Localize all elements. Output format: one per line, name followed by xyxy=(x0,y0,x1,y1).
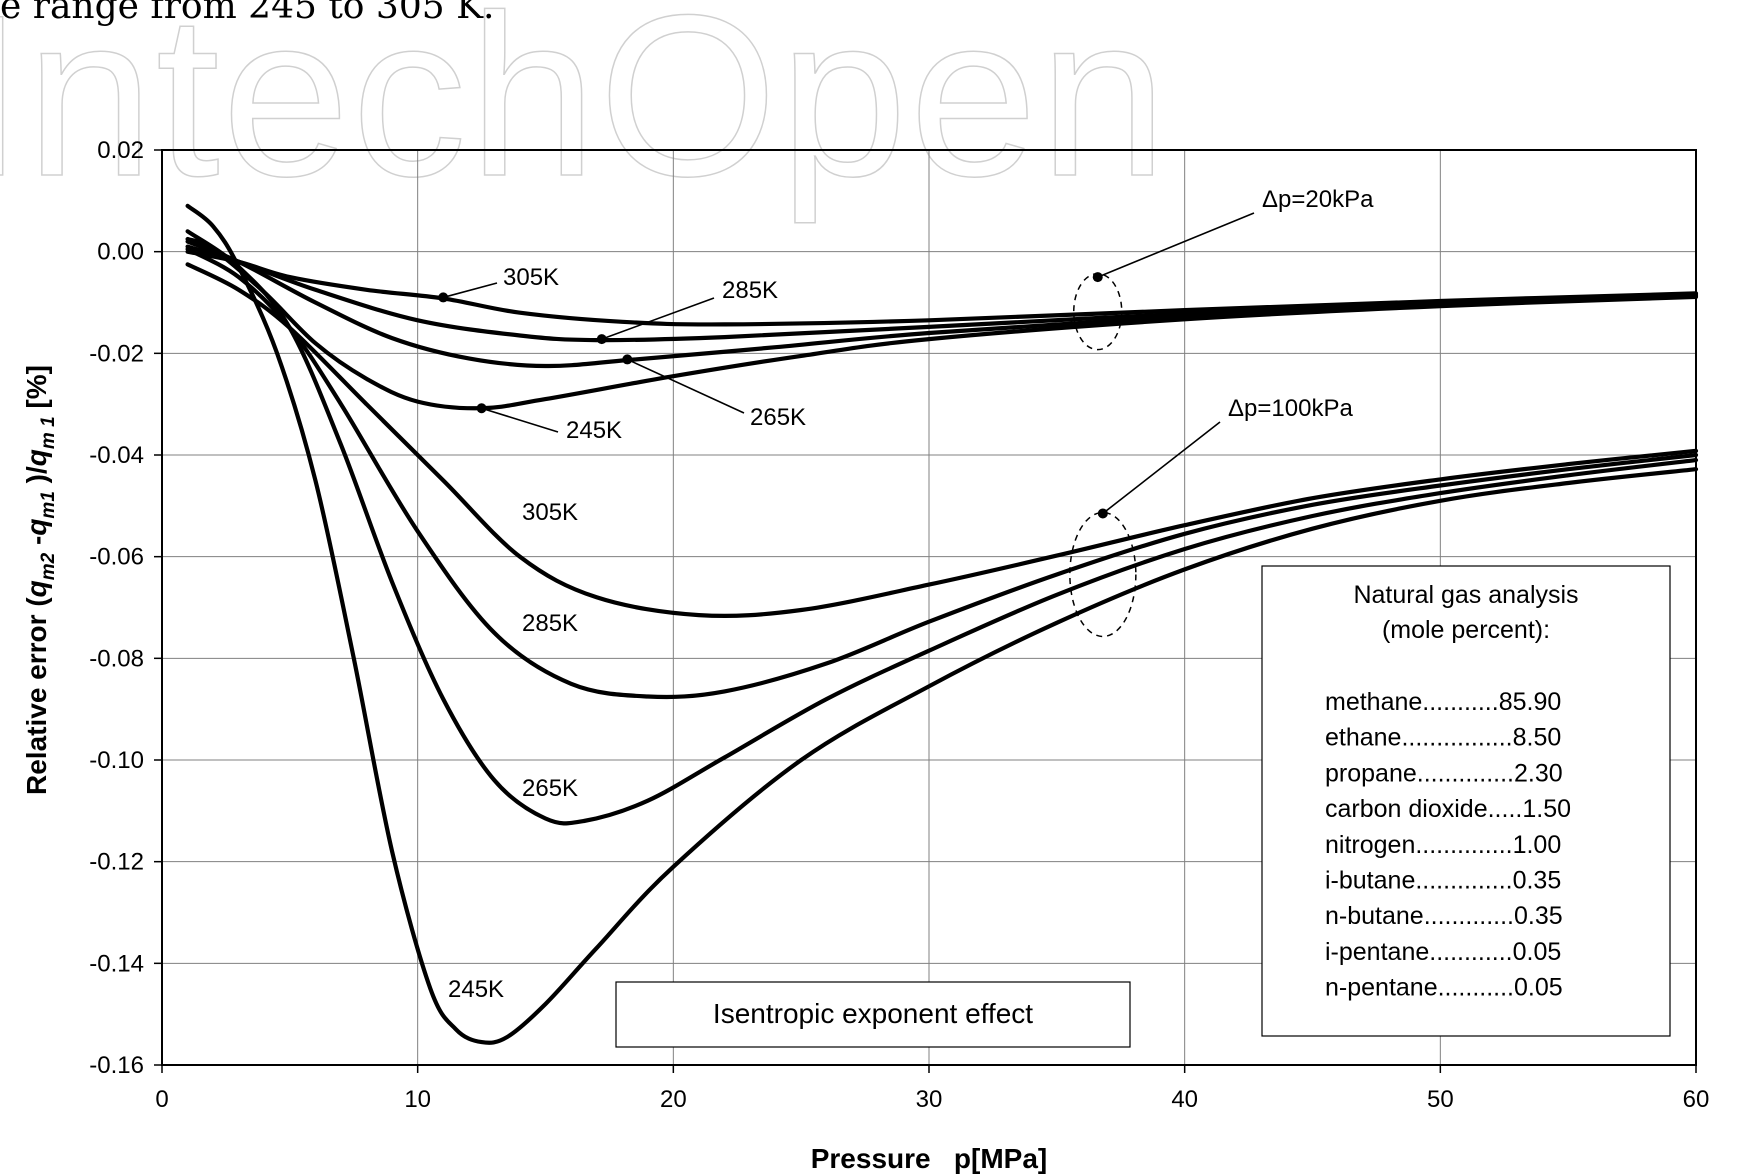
label-265K-100: 265K xyxy=(522,775,578,802)
curve-p20kPa-305K xyxy=(185,249,1699,327)
analysis-row: ethane................8.50 xyxy=(1325,724,1561,752)
analysis-row: propane..............2.30 xyxy=(1325,759,1563,787)
analysis-box xyxy=(1261,565,1671,1037)
analysis-row: i-pentane............0.05 xyxy=(1325,938,1561,966)
y-tick-label: 0.00 xyxy=(97,239,144,266)
x-tick-label: 20 xyxy=(660,1086,687,1113)
label-285K-100: 285K xyxy=(522,610,578,637)
label-245K-20: 245K xyxy=(566,417,622,444)
y-tick-label: 0.02 xyxy=(97,137,144,164)
curve-p100kPa-245K xyxy=(185,203,1699,1045)
leader-group-100 xyxy=(1102,421,1221,515)
label-group-20: Δp=20kPa xyxy=(1262,186,1374,213)
x-tick-label: 50 xyxy=(1427,1086,1454,1113)
watermark: IntechOpen xyxy=(0,0,1169,224)
leader-285K-20 xyxy=(601,297,715,340)
ylabel-s3: m 1 xyxy=(38,416,59,449)
analysis-title-1: Natural gas analysis xyxy=(1353,581,1578,609)
x-tick-label: 30 xyxy=(916,1086,943,1113)
analysis-row: i-butane..............0.35 xyxy=(1325,867,1561,895)
label-285K-20: 285K xyxy=(722,277,778,304)
y-axis-title: Relative error (qm2 -qm1 )/qm 1 [%] xyxy=(21,365,59,795)
curve-p20kPa-285K xyxy=(185,244,1699,343)
curve-p100kPa-305K xyxy=(185,262,1699,619)
leader-305K-20 xyxy=(443,282,498,299)
y-tick-label: -0.10 xyxy=(89,747,144,774)
analysis-rows: methane...........85.90 ethane...........… xyxy=(1325,688,1571,1002)
x-tick-label: 40 xyxy=(1171,1086,1198,1113)
analysis-title-2: (mole percent): xyxy=(1382,616,1550,644)
curve-p100kPa-285K xyxy=(185,247,1699,700)
y-tick-label: -0.12 xyxy=(89,849,144,876)
ylabel-q3: q xyxy=(21,449,52,466)
y-tick-label: -0.08 xyxy=(89,645,144,672)
leader-265K-20 xyxy=(626,358,745,414)
label-265K-20: 265K xyxy=(750,404,806,431)
group-20-ellipse xyxy=(1072,272,1123,351)
analysis-row: methane...........85.90 xyxy=(1325,688,1561,716)
ylabel-close: )/ xyxy=(21,466,52,491)
y-tick-label: -0.04 xyxy=(89,442,144,469)
ylabel-q1: q xyxy=(21,580,52,597)
label-305K-100: 305K xyxy=(522,499,578,526)
label-305K-20: 305K xyxy=(503,264,559,291)
curves xyxy=(185,203,1699,1045)
ylabel-s2: m1 xyxy=(38,491,59,518)
x-tick-label: 60 xyxy=(1683,1086,1710,1113)
ylabel-q2: q xyxy=(21,519,52,536)
curve-p100kPa-265K xyxy=(185,229,1699,826)
x-tick-label: 0 xyxy=(155,1086,168,1113)
x-axis-title: Pressure p[MPa] xyxy=(811,1143,1048,1174)
y-tick-label: -0.06 xyxy=(89,544,144,571)
y-tick-label: -0.02 xyxy=(89,340,144,367)
analysis-row: carbon dioxide.....1.50 xyxy=(1325,795,1571,823)
curve-p20kPa-245K xyxy=(185,236,1699,411)
ylabel-s1: m2 xyxy=(38,552,59,580)
label-245K-100: 245K xyxy=(448,976,504,1003)
label-group-100: Δp=100kPa xyxy=(1228,395,1353,422)
axis-ticks: 0 10 20 30 40 50 60 0.02 0.00 -0.02 -0.04 -0.06 -0.0… xyxy=(89,137,1709,1113)
annotations: Δp=20kPa Δp=100kPa 305K 285K 265K 245K 305K 285… xyxy=(438,186,1374,1003)
x-tick-label: 10 xyxy=(404,1086,431,1113)
analysis-row: n-butane.............0.35 xyxy=(1325,902,1563,930)
leader-245K-20 xyxy=(481,407,559,433)
y-tick-label: -0.14 xyxy=(89,950,144,977)
y-tick-label: -0.16 xyxy=(89,1052,144,1079)
ylabel-mid: - xyxy=(21,536,52,553)
title-box xyxy=(615,981,1131,1048)
page-header-text: e range from 245 to 305 K. xyxy=(0,0,495,27)
group-100-ellipse xyxy=(1069,511,1137,638)
analysis-row: n-pentane...........0.05 xyxy=(1325,974,1563,1002)
ylabel-suffix: [%] xyxy=(21,365,52,416)
leader-group-20 xyxy=(1097,212,1255,278)
ylabel-prefix: Relative error ( xyxy=(21,597,52,795)
analysis-row: nitrogen..............1.00 xyxy=(1325,831,1561,859)
title-box-text: Isentropic exponent effect xyxy=(713,998,1033,1029)
